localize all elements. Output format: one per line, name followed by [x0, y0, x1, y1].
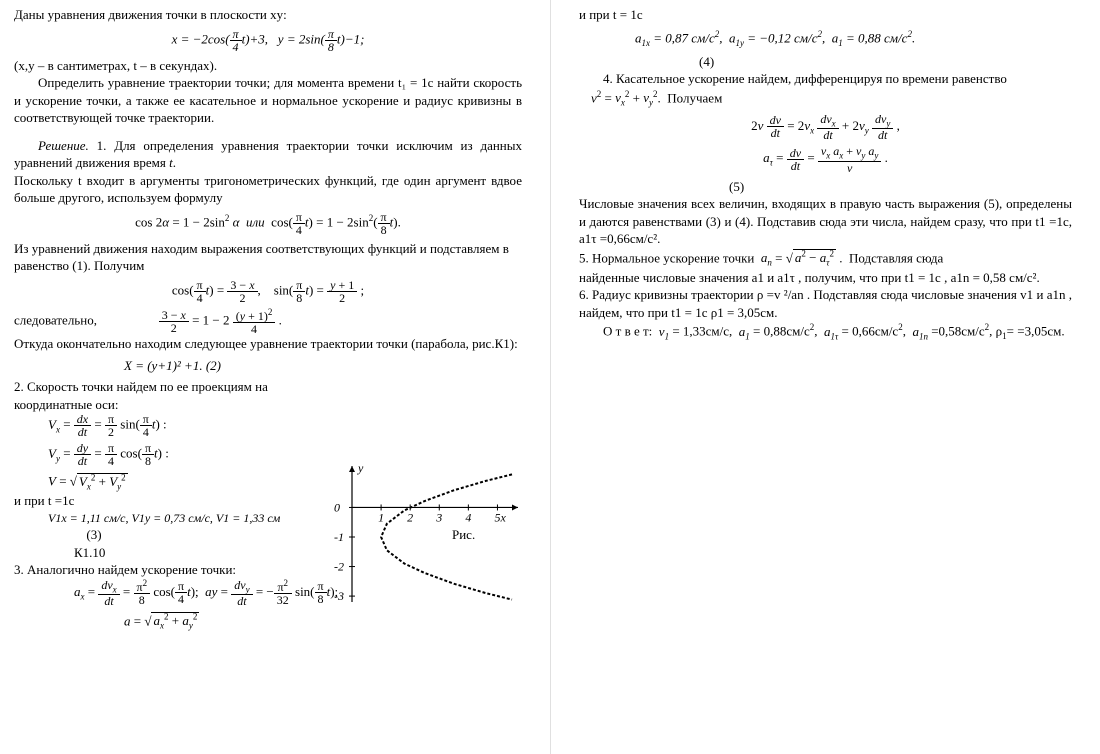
right-column: и при t = 1с a1x = 0,87 см/с2, a1y = −0,… — [550, 0, 1100, 754]
trajectory-chart: 1 2 3 4 5x 0 -1 -2 -3 y — [322, 462, 522, 612]
para: Определить уравнение траектории точки; д… — [14, 74, 522, 127]
text: следовательно, — [14, 313, 97, 328]
svg-text:0: 0 — [334, 500, 340, 514]
svg-text:-3: -3 — [334, 589, 344, 603]
para: 2. Скорость точки найдем по ее проекциям… — [14, 378, 294, 413]
eqnum: (5) — [579, 178, 1072, 196]
para-answer: О т в е т: v1 = 1,33см/с, a1 = 0,88см/с2… — [579, 321, 1072, 342]
para: Числовые значения всех величин, входящих… — [579, 195, 1072, 248]
svg-text:y: y — [357, 462, 364, 475]
para: найденные числовые значения a1 и a1τ , п… — [579, 269, 1072, 287]
para: Даны уравнения движения точки в плоскост… — [14, 6, 522, 24]
svg-text:2: 2 — [407, 510, 413, 524]
eq-a1: a1x = 0,87 см/с2, a1y = −0,12 см/с2, a1 … — [579, 28, 1072, 49]
svg-text:5x: 5x — [494, 510, 506, 524]
eq-traj: X = (y+1)² +1. (2) — [14, 357, 522, 375]
para-solution: Решение. 1. Для определения уравнения тр… — [14, 137, 522, 172]
eqnum: (3) — [14, 526, 174, 544]
para: следовательно, 3 − x2 = 1 − 2 (y + 1)24 … — [14, 308, 522, 335]
page: Даны уравнения движения точки в плоскост… — [0, 0, 1100, 754]
eq-a: a = √ax2 + ay2 — [14, 611, 522, 632]
left-column: Даны уравнения движения точки в плоскост… — [0, 0, 550, 754]
eq-vx: Vx = dxdt = π2 sin(π4t) : — [14, 413, 522, 438]
svg-text:3: 3 — [435, 510, 442, 524]
para: и при t = 1с — [579, 6, 1072, 24]
eqnum: (4) — [579, 53, 1072, 71]
para: (x,y – в сантиметрах, t – в секундах). — [14, 57, 522, 75]
eq-v2: v2 = vx2 + vy2. Получаем — [579, 88, 1072, 109]
para: Откуда окончательно находим следующее ур… — [14, 335, 522, 353]
para: 5. Нормальное ускорение точки an = √a2 −… — [579, 248, 1072, 269]
eq-sub: cos(π4t) = 3 − x2, sin(π8t) = y + 12 ; — [14, 279, 522, 304]
para: 4. Касательное ускорение найдем, диффере… — [579, 70, 1072, 88]
para: 6. Радиус кривизны траектории ρ =v ²/an … — [579, 286, 1072, 321]
svg-text:-2: -2 — [334, 560, 344, 574]
eq-motion: x = −2cos(π4t)+3, y = 2sin(π8t)−1; — [14, 28, 522, 53]
svg-text:1: 1 — [378, 510, 384, 524]
svg-text:-1: -1 — [334, 530, 344, 544]
para: Поскольку t входит в аргументы тригономе… — [14, 172, 522, 207]
svg-text:4: 4 — [465, 510, 471, 524]
eq-cos2a: cos 2α = 1 − 2sin2 α или cos(π4t) = 1 − … — [14, 211, 522, 236]
eq-deriv1: 2v dvdt = 2vx dvxdt + 2vy dvydt , — [579, 113, 1072, 141]
eq-atau: aτ = dvdt = vx ax + vy ayv . — [579, 145, 1072, 173]
para: Из уравнений движения находим выражения … — [14, 240, 522, 275]
